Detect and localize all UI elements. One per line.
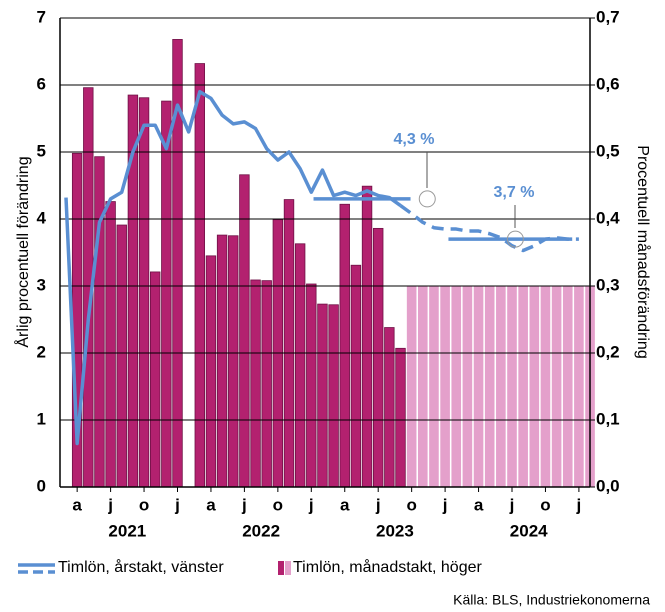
bar	[339, 203, 350, 488]
bar	[294, 243, 306, 488]
x-tick-label: a	[474, 495, 484, 514]
line	[64, 89, 402, 446]
source: Källa: BLS, Industriekonomerna	[453, 592, 650, 608]
x-tick-label: a	[206, 495, 216, 514]
x-tick-label: o	[273, 495, 283, 514]
y2-tick-label: 0,5	[596, 141, 620, 160]
bar	[239, 174, 250, 488]
y-axis-label: Årlig procentuell förändring	[13, 156, 32, 347]
x-tick-label: j	[442, 495, 448, 514]
legend-swatch	[285, 561, 291, 575]
y-tick-label: 1	[37, 409, 46, 428]
bar	[350, 264, 362, 488]
bar	[429, 286, 439, 487]
x-tick-label: o	[139, 495, 149, 514]
bar	[317, 303, 328, 488]
y-tick-label: 4	[37, 208, 47, 227]
legend-label: Timlön, månadstakt, höger	[293, 558, 483, 576]
bar	[328, 304, 339, 488]
y2-axis-label: Procentuell månadsförändring	[634, 145, 652, 358]
y-tick-label: 6	[37, 74, 46, 93]
bar	[138, 97, 150, 488]
x-tick-label: a	[72, 495, 82, 514]
x-tick-label: j	[174, 495, 180, 514]
x-tick-label: j	[241, 495, 247, 514]
year-label: 2022	[242, 521, 280, 540]
y2-tick-label: 0,0	[596, 476, 620, 495]
bar	[395, 347, 406, 488]
year-label: 2021	[108, 521, 146, 540]
bar	[194, 63, 206, 488]
legend-swatch	[278, 561, 284, 575]
y-tick-label: 2	[37, 342, 46, 361]
bar	[228, 235, 239, 488]
bar	[361, 185, 373, 488]
bar	[283, 199, 295, 488]
x-tick-label: o	[406, 495, 416, 514]
x-tick-label: j	[308, 495, 314, 514]
bar	[116, 224, 127, 488]
x-tick-label: j	[576, 495, 582, 514]
bar	[451, 286, 462, 487]
bar	[149, 271, 161, 488]
x-tick-label: j	[107, 495, 113, 514]
x-tick-label: o	[540, 495, 550, 514]
annotation-label: 4,3 %	[394, 131, 435, 148]
bar	[372, 227, 384, 488]
y2-tick-label: 0,2	[596, 342, 620, 361]
bar	[418, 286, 428, 487]
x-tick-label: a	[340, 495, 350, 514]
bar	[540, 286, 551, 487]
legend-label: Timlön, årstakt, vänster	[58, 558, 224, 576]
bar	[306, 283, 317, 488]
y2-tick-label: 0,3	[596, 275, 620, 294]
y2-tick-label: 0,1	[596, 409, 620, 428]
bar	[562, 286, 573, 487]
bar	[250, 279, 261, 488]
bar	[261, 280, 272, 488]
bar	[484, 286, 495, 487]
bar	[216, 234, 228, 488]
year-label: 2023	[376, 521, 414, 540]
bar	[384, 327, 395, 488]
annotation-circle	[418, 190, 436, 208]
annotation-circle	[506, 230, 524, 248]
bar	[205, 255, 217, 488]
y-tick-label: 5	[37, 141, 46, 160]
bar	[529, 286, 540, 487]
bar	[551, 286, 562, 487]
bar	[462, 286, 473, 487]
bar	[406, 286, 417, 487]
x-tick-label: j	[375, 495, 381, 514]
y2-tick-label: 0,7	[596, 7, 620, 26]
bar	[440, 286, 450, 487]
bar	[496, 286, 506, 487]
bar	[105, 201, 116, 488]
bar	[507, 286, 517, 487]
annotation-label: 3,7 %	[494, 184, 535, 201]
y2-tick-label: 0,4	[596, 208, 620, 227]
bar	[473, 286, 484, 487]
x-tick-label: j	[509, 495, 515, 514]
bar	[574, 286, 584, 487]
y-tick-label: 3	[37, 275, 46, 294]
year-label: 2024	[510, 521, 548, 540]
y-tick-label: 0	[37, 476, 46, 495]
bar	[94, 156, 105, 488]
line	[399, 204, 579, 253]
y-tick-label: 7	[37, 7, 46, 26]
bar	[518, 286, 528, 487]
y2-tick-label: 0,6	[596, 74, 620, 93]
bar	[161, 100, 172, 488]
